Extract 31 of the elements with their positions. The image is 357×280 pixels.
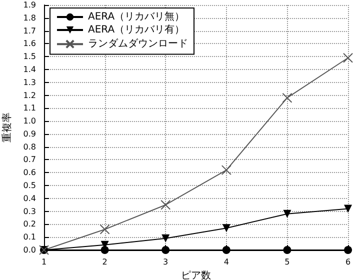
y-tick-label: 0.1 (23, 232, 36, 242)
y-tick-label: 1.2 (23, 90, 36, 100)
y-tick-label: 1.5 (23, 52, 36, 62)
x-tick-label: 3 (163, 258, 168, 266)
y-axis-title: 重複率 (0, 112, 13, 142)
x-tick-label: 6 (345, 258, 351, 266)
y-tick-label: 0.3 (23, 206, 36, 216)
x-tick-label: 2 (102, 258, 108, 266)
x-tick-label: 1 (41, 258, 47, 266)
y-tick-label: 0.4 (23, 194, 36, 203)
y-tick-label: 1.7 (23, 26, 36, 36)
y-tick-label: 1.9 (23, 0, 36, 10)
y-tick-label: 1.4 (23, 64, 36, 74)
legend-label: AERA（リカバリ有） (88, 24, 185, 36)
y-tick-label: 1.0 (23, 116, 36, 126)
y-tick-label: 1.3 (23, 78, 36, 87)
y-tick-label: 0.8 (23, 142, 36, 152)
legend-label: AERA（リカバリ無） (88, 10, 185, 22)
y-tick-label: 1.8 (23, 13, 36, 22)
x-tick-label: 4 (224, 258, 229, 266)
y-tick-label: 0.7 (23, 155, 36, 164)
y-tick-label: 0.0 (23, 246, 36, 254)
y-tick-label: 0.5 (23, 181, 36, 190)
y-tick-label: 0.2 (23, 220, 36, 229)
y-tick-label: 1.1 (23, 104, 36, 113)
x-axis-title: ピア数 (181, 270, 211, 280)
legend-label: ランダムダウンロード (88, 38, 188, 50)
y-tick-label: 1.6 (23, 39, 36, 48)
y-tick-label: 0.6 (23, 168, 36, 178)
x-tick-label: 5 (284, 258, 290, 266)
y-tick-label: 0.9 (23, 129, 36, 138)
